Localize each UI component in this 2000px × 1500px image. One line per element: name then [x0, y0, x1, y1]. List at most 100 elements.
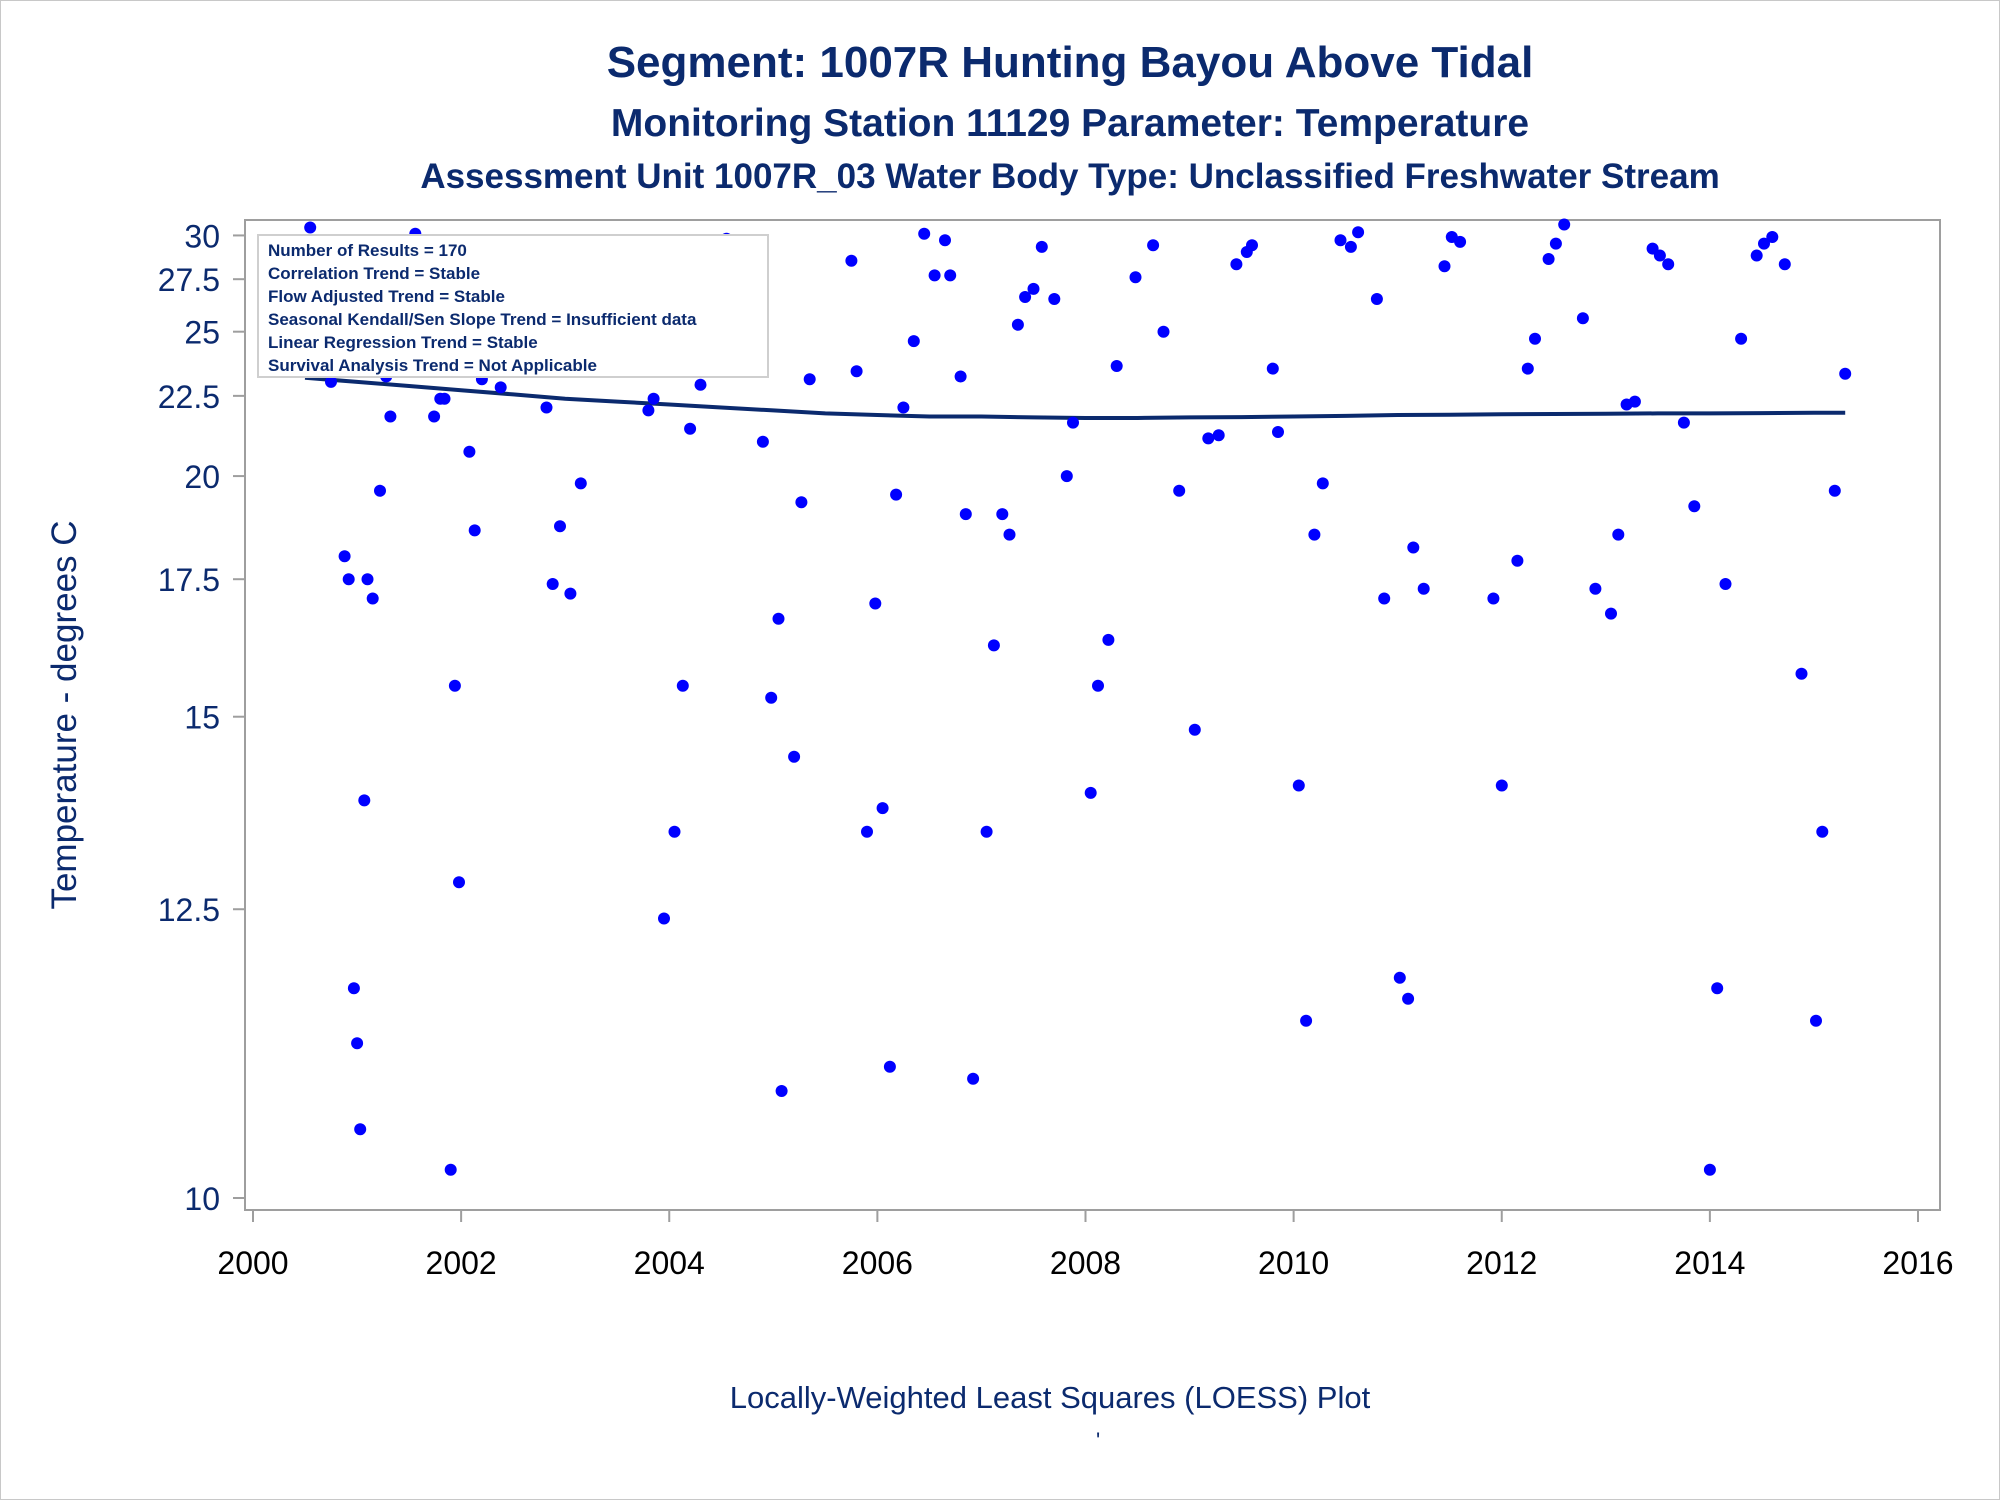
data-point	[1344, 240, 1357, 253]
data-point	[1589, 582, 1602, 595]
data-point	[1549, 237, 1562, 250]
data-point	[494, 381, 507, 394]
data-point	[1750, 249, 1763, 262]
data-point	[890, 488, 903, 501]
y-tick-label: 10	[184, 1181, 220, 1217]
legend-box: Number of Results = 170 Correlation Trend…	[257, 234, 769, 378]
data-point	[1352, 226, 1365, 239]
y-tick-label: 25	[184, 315, 220, 351]
data-point	[987, 639, 1000, 652]
data-point	[1035, 240, 1048, 253]
data-point	[1542, 253, 1555, 265]
data-point	[304, 221, 317, 234]
data-point	[1839, 367, 1852, 380]
data-point	[1292, 779, 1305, 792]
legend-box-line: Flow Adjusted Trend = Stable	[268, 287, 505, 306]
chart-subtitle: Monitoring Station 11129 Parameter: Temp…	[610, 102, 1530, 145]
data-point	[980, 825, 993, 838]
loess-line-group	[304, 375, 1846, 420]
data-point	[374, 484, 386, 497]
data-point	[676, 679, 689, 692]
data-point	[1735, 332, 1748, 345]
data-point	[765, 691, 778, 704]
data-point	[803, 373, 816, 386]
data-point	[861, 825, 873, 838]
data-point	[1521, 362, 1534, 375]
data-point	[1417, 582, 1430, 595]
data-point	[1438, 260, 1451, 273]
x-tick-label: 2014	[1674, 1245, 1745, 1281]
data-point	[1558, 218, 1571, 231]
data-point	[1719, 578, 1732, 590]
data-point	[642, 404, 655, 417]
data-point	[684, 422, 697, 435]
data-point	[928, 269, 941, 282]
chart-subtitle-2: Assessment Unit 1007R_03 Water Body Type…	[420, 157, 1720, 196]
data-point	[1102, 633, 1115, 646]
data-point	[444, 1163, 457, 1176]
data-point	[1778, 258, 1791, 271]
data-point	[775, 1085, 788, 1097]
data-point	[996, 508, 1009, 521]
data-point	[658, 912, 670, 925]
data-point	[1173, 484, 1186, 497]
data-point	[944, 269, 957, 282]
data-point	[1653, 249, 1666, 262]
legend-box-line: Correlation Trend = Stable	[268, 264, 480, 283]
data-point	[1019, 291, 1032, 303]
x-tick-label: 2010	[1258, 1245, 1329, 1281]
data-point	[1370, 293, 1383, 305]
x-tick-label: 2006	[842, 1245, 913, 1281]
data-point	[1828, 484, 1841, 497]
data-point	[1027, 282, 1040, 295]
data-point	[361, 573, 374, 586]
data-point	[347, 982, 360, 995]
data-point	[1495, 779, 1508, 792]
data-point	[1272, 426, 1284, 438]
data-point	[869, 597, 882, 610]
data-point	[1487, 592, 1500, 605]
data-point	[1157, 325, 1170, 338]
data-point	[876, 802, 889, 815]
data-point	[1711, 982, 1724, 995]
x-tick-label: 2012	[1466, 1245, 1537, 1281]
data-point	[788, 750, 801, 763]
legend-box-frame	[257, 234, 769, 378]
data-point	[438, 392, 451, 405]
data-point	[366, 592, 379, 605]
data-point	[1402, 992, 1415, 1005]
data-point	[1810, 1014, 1822, 1027]
data-point	[453, 876, 465, 889]
data-point	[1084, 786, 1097, 799]
data-point	[428, 410, 441, 423]
data-point	[1576, 312, 1589, 325]
data-point	[1060, 470, 1073, 483]
data-point	[564, 587, 577, 600]
data-point	[1129, 271, 1142, 284]
x-tick-label: 2008	[1050, 1245, 1121, 1281]
data-point	[845, 254, 858, 267]
data-point	[1266, 362, 1279, 375]
data-point	[918, 227, 931, 240]
data-point	[967, 1072, 980, 1085]
data-point	[1334, 234, 1347, 247]
data-point	[338, 550, 351, 563]
data-point	[1407, 541, 1420, 554]
data-point	[1212, 429, 1225, 442]
data-point	[463, 445, 476, 458]
data-point	[1393, 971, 1406, 984]
data-point	[1246, 239, 1258, 252]
data-point	[468, 524, 481, 537]
data-point	[1308, 528, 1321, 541]
data-point	[1628, 395, 1641, 408]
data-point	[1758, 237, 1770, 250]
data-point	[540, 401, 553, 414]
y-tick-label: 17.5	[158, 562, 220, 598]
data-point	[647, 392, 660, 405]
x-tick-label: 2016	[1882, 1245, 1953, 1281]
data-point	[574, 477, 587, 490]
data-point	[1454, 235, 1467, 248]
data-point	[1003, 528, 1016, 541]
data-point	[554, 520, 566, 533]
